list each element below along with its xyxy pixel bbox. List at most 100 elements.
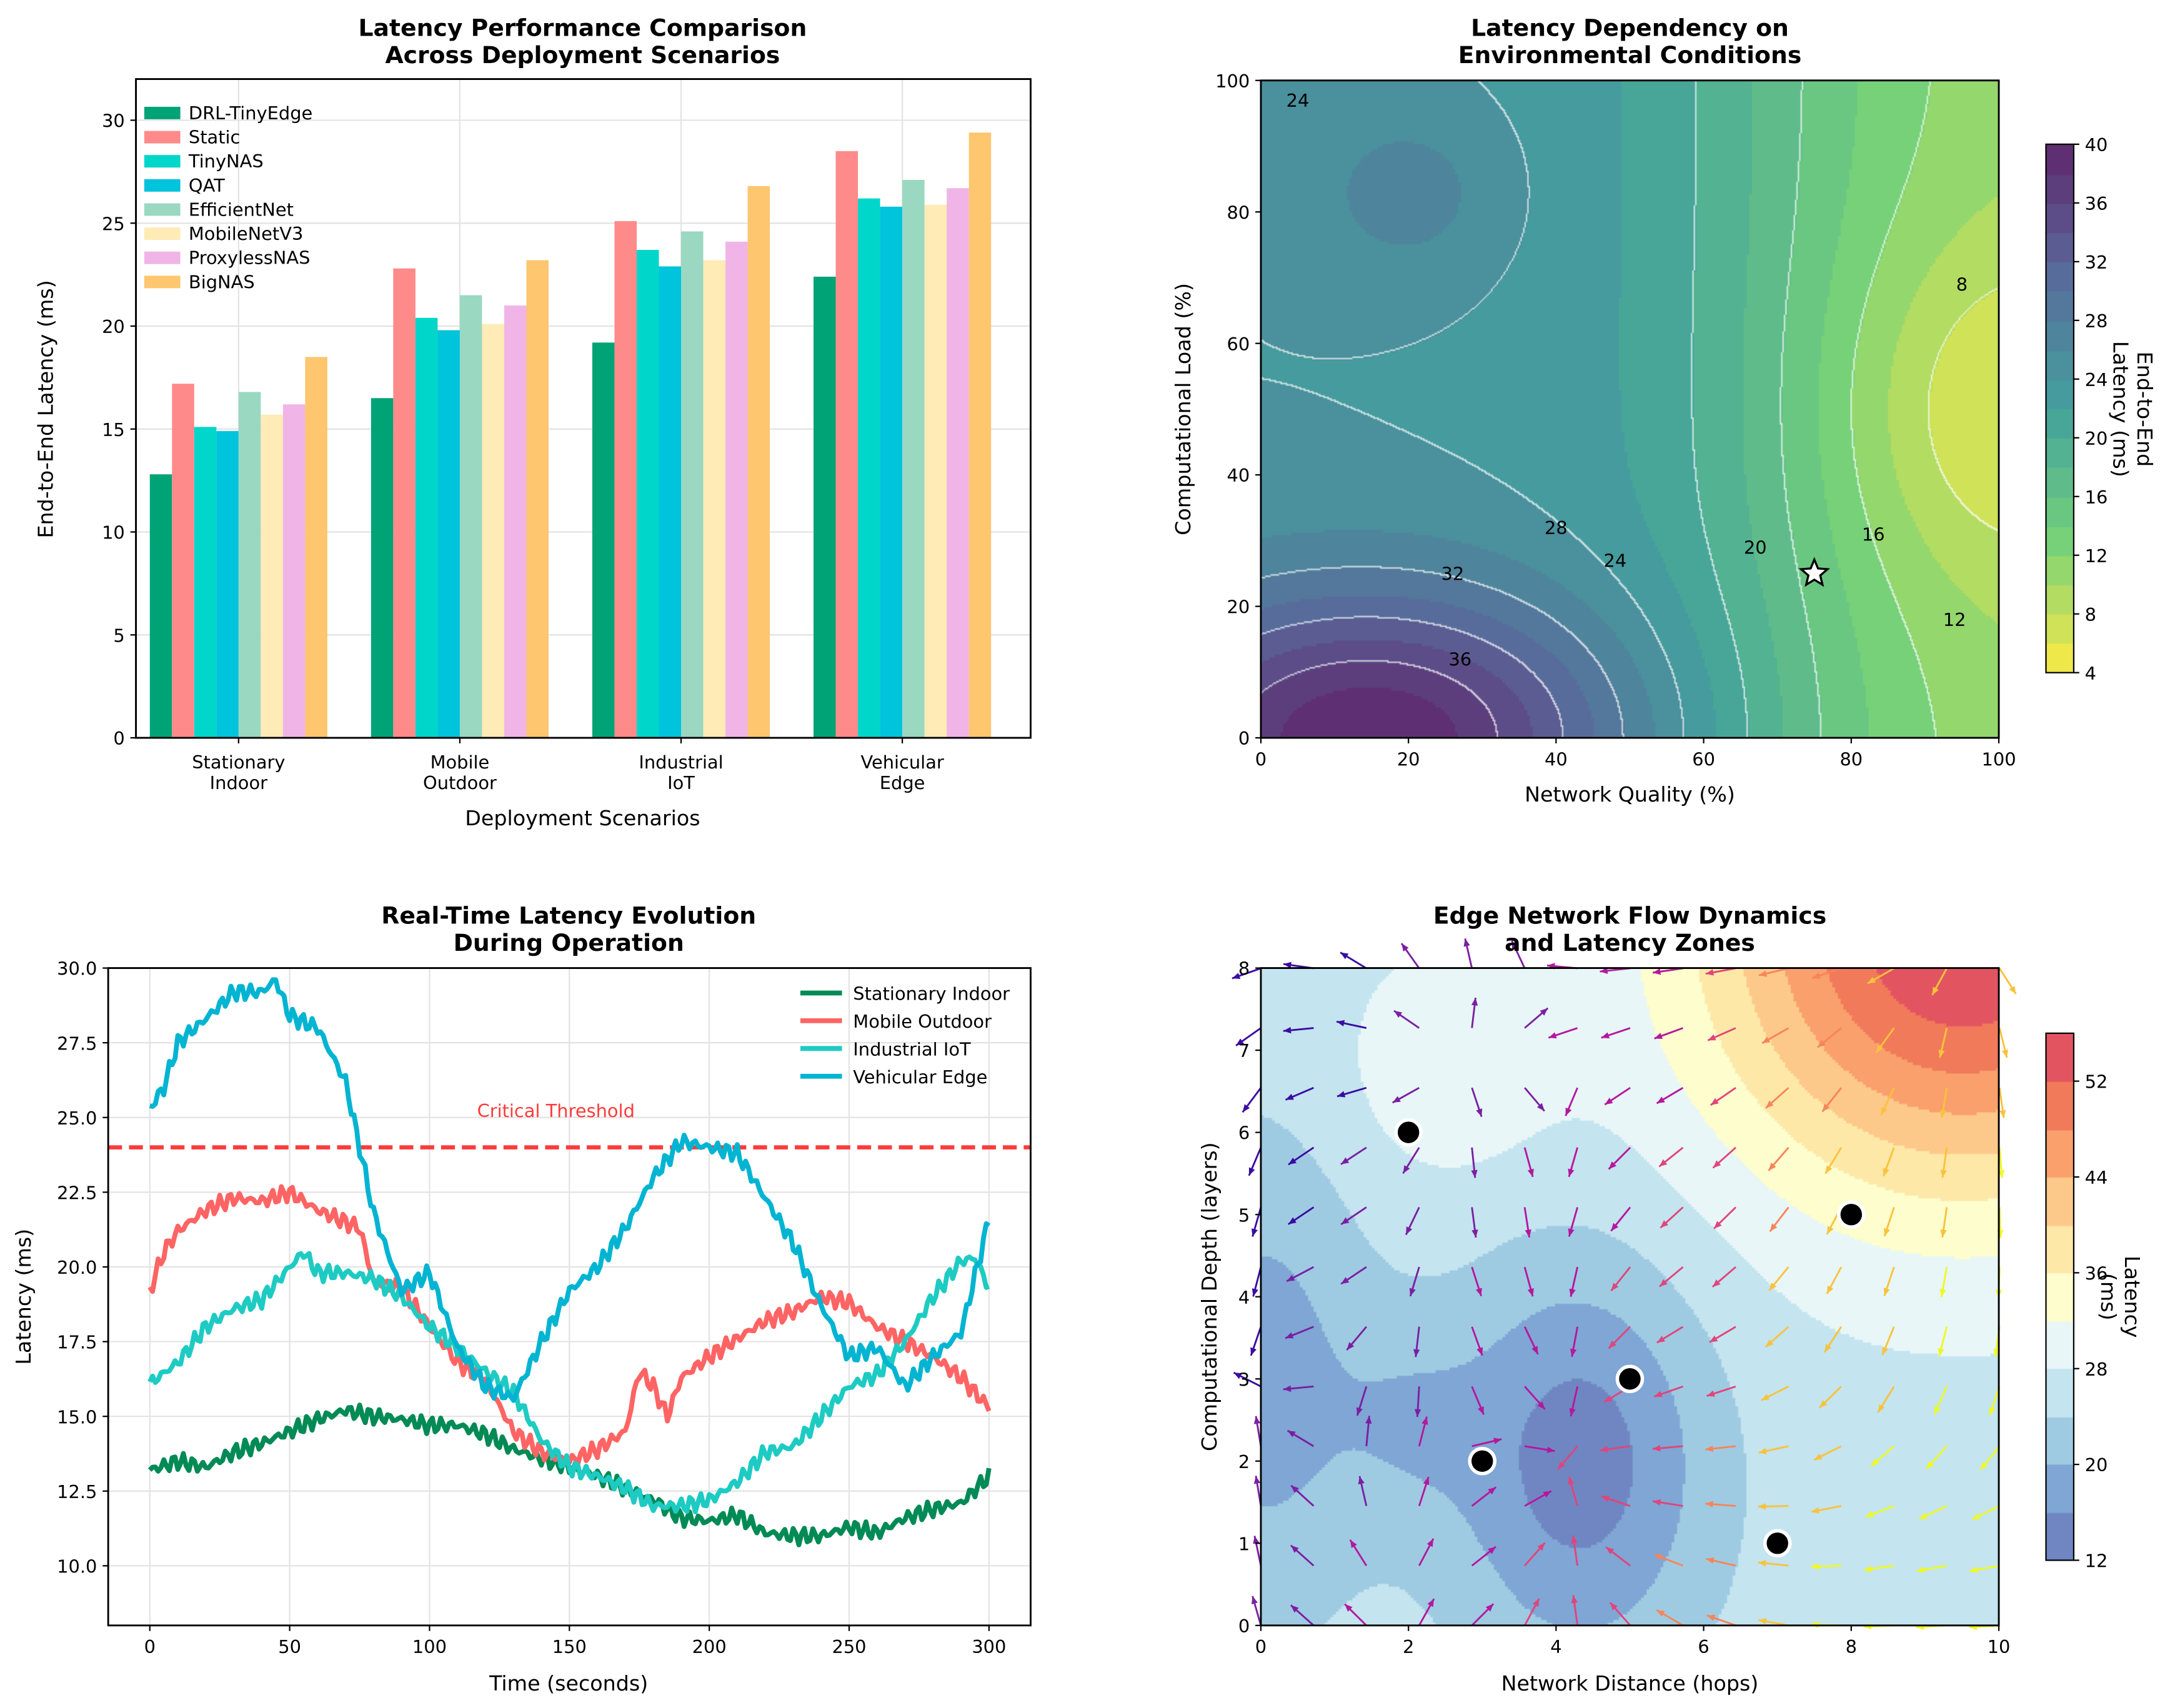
colorbar-frame	[2045, 1032, 2075, 1561]
flow-arrow-head	[1867, 976, 1876, 984]
chart-title-line: During Operation	[454, 929, 684, 956]
flow-arrow-head	[1758, 1560, 1766, 1567]
colorbar-tick-label: 20	[2085, 1454, 2108, 1476]
legend-label: BigNAS	[189, 271, 255, 292]
colorbar-tick-label: 32	[2085, 252, 2108, 273]
bar-proxylessnas	[504, 305, 527, 738]
flow-arrow-head	[1932, 986, 1939, 995]
flow-arrow-head	[1537, 1542, 1545, 1551]
flow-arrow-head	[1426, 1538, 1434, 1547]
x-tick-label: 150	[552, 1636, 587, 1657]
flow-arrow-head	[1654, 1033, 1663, 1040]
flow-arrow-head	[1233, 1373, 1242, 1379]
x-tick-label-line: Outdoor	[423, 772, 497, 793]
legend-swatch	[144, 131, 181, 144]
x-tick-label: 0	[1255, 1636, 1267, 1657]
x-tick-label-line: Vehicular	[860, 752, 943, 773]
flow-arrow-head	[1250, 1347, 1257, 1356]
colorbar-latency	[2046, 144, 2074, 673]
y-tick-label: 4	[1238, 1287, 1250, 1308]
y-tick-label: 25.0	[57, 1108, 97, 1129]
flow-arrow-head	[1540, 1008, 1548, 1016]
flow-arrow-head	[1939, 1289, 1946, 1298]
flow-arrow-head	[1762, 1036, 1771, 1043]
flow-arrow-head	[1488, 1546, 1496, 1554]
flow-arrow-head	[1610, 1602, 1618, 1611]
colorbar-flow-latency	[2046, 1033, 2074, 1561]
flow-arrow-head	[1565, 1107, 1572, 1116]
x-tick-label: 20	[1397, 748, 1420, 770]
flow-arrow-head	[1883, 1168, 1889, 1176]
colorbar-tick-label: 36	[2085, 193, 2108, 214]
legend-swatch	[144, 203, 181, 216]
flow-arrow-head	[1605, 1098, 1613, 1105]
legend-swatch	[144, 276, 181, 289]
flow-arrow-head	[1283, 1385, 1292, 1392]
flow-arrow-head	[1478, 1406, 1484, 1415]
flow-arrow-head	[1998, 1169, 2005, 1178]
bar-bignas	[305, 357, 327, 738]
x-axis-label: Time (seconds)	[489, 1671, 648, 1696]
flow-arrow-head	[1980, 1462, 1988, 1470]
colorbar-tick-label: 12	[2085, 1551, 2108, 1572]
flow-arrow-head	[1571, 1595, 1578, 1604]
contour-label: 36	[1448, 648, 1471, 670]
flow-arrow-head	[1660, 1220, 1668, 1228]
bar-efficientnet	[238, 392, 261, 738]
flow-arrow-head	[1825, 1165, 1833, 1174]
flow-arrow-head	[1527, 1168, 1534, 1177]
y-tick-label: 25	[102, 213, 125, 234]
flow-arrow-head	[1758, 970, 1768, 977]
bar-bignas	[968, 132, 992, 738]
flow-arrow-head	[1406, 1226, 1413, 1235]
legend-swatch	[144, 251, 181, 264]
flow-arrow-head	[1476, 1108, 1483, 1117]
chart-title-line: Real-Time Latency Evolution	[381, 902, 756, 930]
y-tick-label: 27.5	[57, 1033, 97, 1054]
flow-arrow-head	[1251, 1596, 1258, 1605]
flow-arrow-head	[1600, 967, 1608, 974]
legend-label: TinyNAS	[188, 151, 264, 172]
flow-arrow-head	[1656, 1096, 1665, 1104]
contour-label: 24	[1287, 90, 1310, 111]
bar-qat	[659, 266, 682, 738]
flow-arrow-head	[1999, 1110, 2006, 1118]
flow-arrow-head	[1236, 1038, 1245, 1046]
line-vehicular-edge	[149, 977, 991, 1403]
flow-arrow-head	[1653, 1499, 1661, 1506]
legend-label: QAT	[189, 175, 225, 196]
bar-tinynas	[415, 317, 438, 738]
bar-bignas	[747, 186, 770, 738]
y-tick-label: 2	[1238, 1451, 1250, 1472]
x-tick-label: Mobile Outdoor	[423, 752, 497, 793]
flow-arrow-head	[1341, 1157, 1350, 1164]
y-tick-label: 10.0	[57, 1556, 97, 1577]
y-tick-label: 22.5	[57, 1182, 97, 1203]
flow-contour-field	[1260, 968, 1999, 1626]
flow-arrow-head	[1765, 1339, 1774, 1348]
flow-arrow-head	[1705, 969, 1714, 976]
x-tick-label: 4	[1550, 1636, 1561, 1657]
flow-arrow-head	[1345, 1604, 1353, 1612]
line-chart-frame	[107, 967, 1032, 1627]
bar-drl-tinyedge	[592, 342, 615, 738]
flow-arrow-head	[2009, 986, 2016, 995]
flow-arrow-head	[1611, 1223, 1619, 1231]
legend-swatch	[144, 179, 181, 192]
x-tick-label: 200	[692, 1636, 727, 1657]
flow-arrow-head	[1938, 1348, 1944, 1357]
x-tick-label-line: Indoor	[210, 772, 267, 793]
flow-arrow-head	[1546, 1446, 1555, 1453]
flow-arrow-head	[1413, 1349, 1420, 1358]
flow-arrow-head	[1708, 1034, 1716, 1041]
x-tick-label-line: IoT	[667, 772, 695, 793]
flow-arrow-head	[1604, 1395, 1613, 1403]
flow-arrow-head	[1654, 1554, 1663, 1561]
flow-arrow-head	[1811, 1563, 1819, 1570]
contour-label: 32	[1441, 563, 1465, 584]
flow-arrow-head	[1653, 968, 1661, 975]
flow-arrow-head	[1291, 1485, 1299, 1493]
flow-arrow-head	[1409, 1288, 1416, 1296]
chart-title-line: Environmental Conditions	[1458, 41, 1802, 69]
